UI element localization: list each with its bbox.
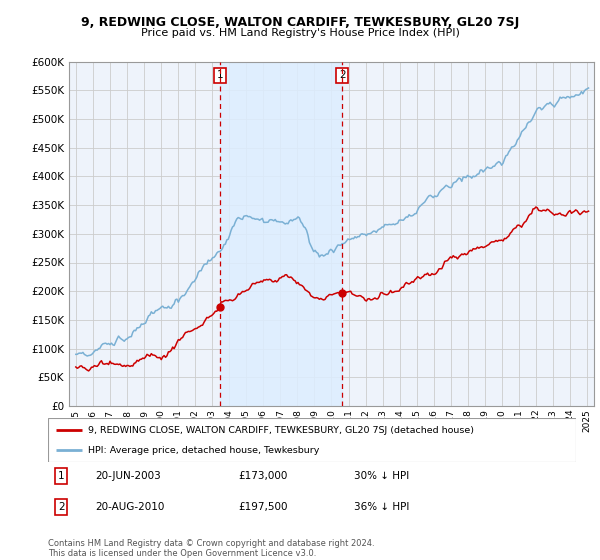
Text: 1: 1 <box>58 472 65 482</box>
Text: 1: 1 <box>217 70 224 80</box>
Text: 2: 2 <box>339 70 346 80</box>
Text: Price paid vs. HM Land Registry's House Price Index (HPI): Price paid vs. HM Land Registry's House … <box>140 28 460 38</box>
Text: 9, REDWING CLOSE, WALTON CARDIFF, TEWKESBURY, GL20 7SJ (detached house): 9, REDWING CLOSE, WALTON CARDIFF, TEWKES… <box>88 426 473 435</box>
Bar <box>220 62 342 406</box>
Text: 36% ↓ HPI: 36% ↓ HPI <box>354 502 410 512</box>
Text: 30% ↓ HPI: 30% ↓ HPI <box>354 472 409 482</box>
Text: £173,000: £173,000 <box>238 472 287 482</box>
Text: Contains HM Land Registry data © Crown copyright and database right 2024.
This d: Contains HM Land Registry data © Crown c… <box>48 539 374 558</box>
Text: £197,500: £197,500 <box>238 502 287 512</box>
FancyBboxPatch shape <box>48 418 576 462</box>
Text: 9, REDWING CLOSE, WALTON CARDIFF, TEWKESBURY, GL20 7SJ: 9, REDWING CLOSE, WALTON CARDIFF, TEWKES… <box>81 16 519 29</box>
Text: HPI: Average price, detached house, Tewkesbury: HPI: Average price, detached house, Tewk… <box>88 446 319 455</box>
Text: 20-JUN-2003: 20-JUN-2003 <box>95 472 161 482</box>
Text: 20-AUG-2010: 20-AUG-2010 <box>95 502 165 512</box>
Text: 2: 2 <box>58 502 65 512</box>
